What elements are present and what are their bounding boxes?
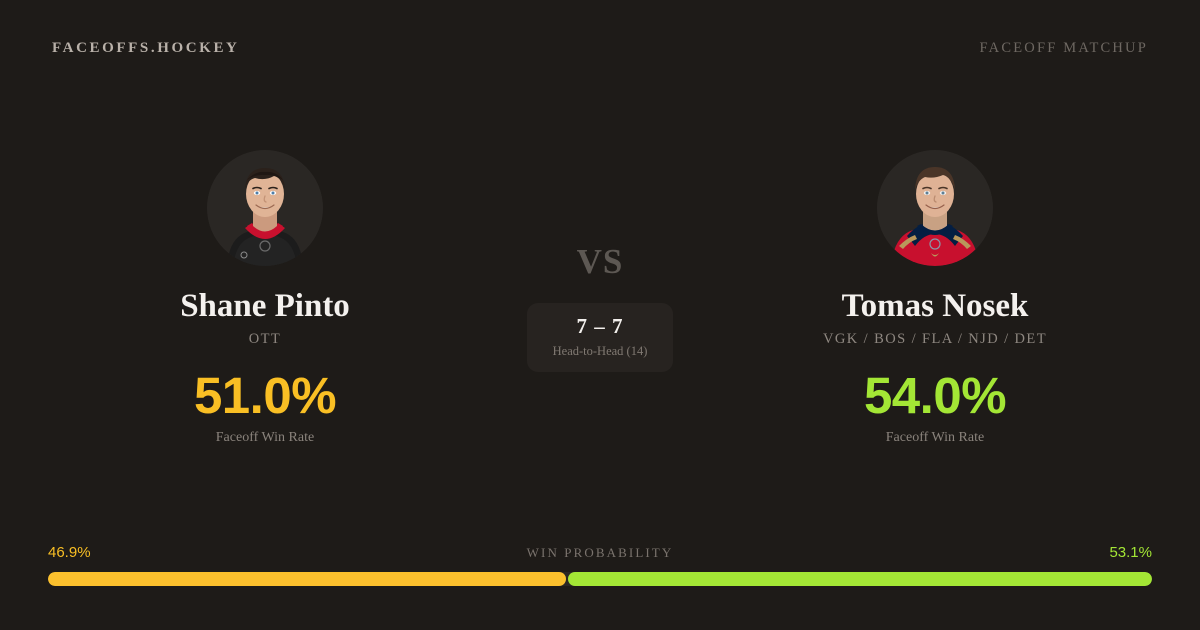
win-probability-bar-right [567,572,1152,586]
head-to-head-score: 7 – 7 [576,314,624,338]
avatar-right [877,150,993,266]
player-card-right[interactable]: Tomas Nosek VGK / BOS / FLA / NJD / DET … [720,150,1150,446]
versus-column: VS 7 – 7 Head-to-Head (14) [480,150,720,372]
faceoff-label-left: Faceoff Win Rate [215,429,315,445]
head-to-head-badge: 7 – 7 Head-to-Head (14) [526,303,674,372]
header: FACEOFFS.HOCKEY FACEOFF MATCHUP [0,0,1200,96]
vs-label: VS [576,242,624,281]
player-card-left[interactable]: Shane Pinto OTT 51.0% Faceoff Win Rate [50,150,480,446]
faceoff-pct-right: 54.0% [863,366,1007,424]
player-teams-left: OTT [248,330,282,347]
win-probability-bar [48,572,1152,586]
win-probability-bar-left [48,572,566,586]
player-name-right: Tomas Nosek [841,288,1029,324]
win-probability-labels: 46.9% WIN PROBABILITY 53.1% [48,544,1152,561]
win-probability-right-value: 53.1% [1109,544,1152,561]
win-probability-title: WIN PROBABILITY [526,544,674,560]
win-probability-left-value: 46.9% [48,544,91,561]
site-brand: FACEOFFS.HOCKEY [52,39,240,56]
win-probability-section: 46.9% WIN PROBABILITY 53.1% [48,544,1152,586]
player-name-left: Shane Pinto [180,288,350,324]
matchup-section: Shane Pinto OTT 51.0% Faceoff Win Rate V… [0,150,1200,480]
faceoff-pct-left: 51.0% [193,366,337,424]
faceoff-label-right: Faceoff Win Rate [885,429,985,445]
header-tag: FACEOFF MATCHUP [979,39,1148,56]
player-teams-right: VGK / BOS / FLA / NJD / DET [823,330,1047,347]
head-to-head-label: Head-to-Head (14) [552,344,648,358]
avatar-left [207,150,323,266]
